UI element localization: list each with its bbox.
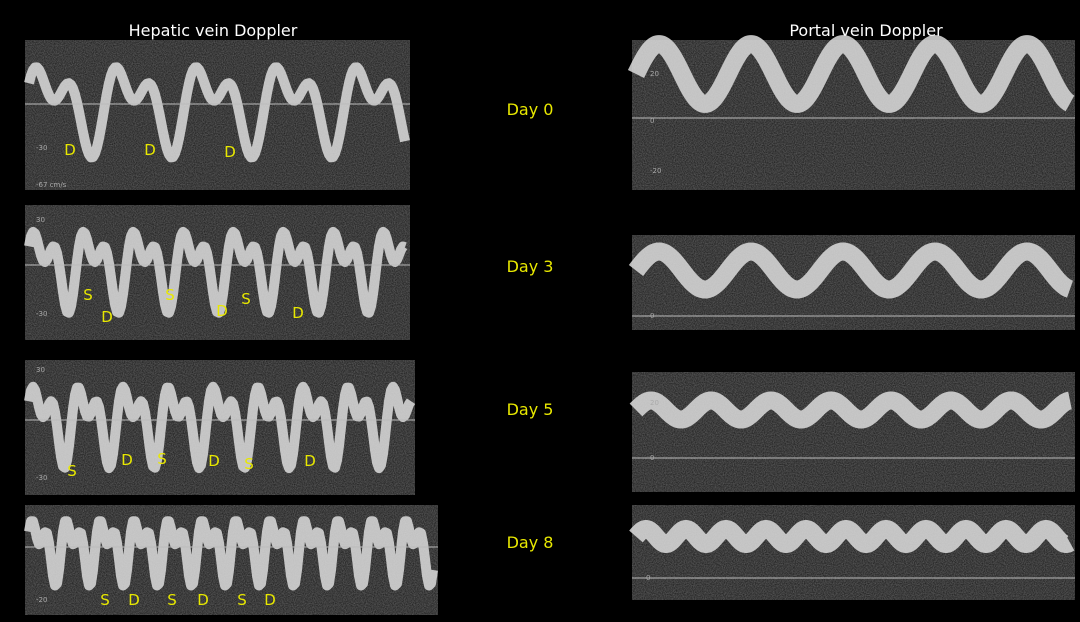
hepatic-panel-wave bbox=[24, 62, 410, 163]
wave-label: D bbox=[121, 451, 133, 469]
hepatic-panel-speckle bbox=[25, 360, 415, 495]
wave-label: D bbox=[128, 591, 140, 609]
wave-label: S bbox=[100, 591, 110, 609]
wave-label: S bbox=[165, 286, 175, 304]
portal-header: Portal vein Doppler bbox=[789, 21, 943, 40]
scale-label: -67 cm/s bbox=[36, 181, 67, 189]
wave-label: S bbox=[157, 450, 167, 468]
wave-label: S bbox=[241, 290, 251, 308]
wave-label: D bbox=[144, 141, 156, 159]
scale-label: 20 bbox=[650, 399, 659, 407]
hepatic-panel-wave bbox=[24, 516, 438, 591]
scale-label: -30 bbox=[36, 310, 47, 318]
scale-label: -20 bbox=[36, 596, 47, 604]
scale-label: 30 bbox=[36, 366, 45, 374]
scale-label: 30 bbox=[36, 216, 45, 224]
day-label: Day 8 bbox=[507, 533, 554, 552]
day-label: Day 5 bbox=[507, 400, 554, 419]
scale-label: -30 bbox=[36, 144, 47, 152]
hepatic-panel-speckle bbox=[25, 205, 410, 340]
scale-label: 0 bbox=[650, 312, 654, 320]
wave-label: D bbox=[64, 141, 76, 159]
portal-panel-speckle bbox=[632, 372, 1075, 492]
wave-label: D bbox=[292, 304, 304, 322]
wave-label: D bbox=[197, 591, 209, 609]
wave-label: D bbox=[216, 302, 228, 320]
hepatic-header: Hepatic vein Doppler bbox=[129, 21, 298, 40]
scale-label: -20 bbox=[650, 167, 661, 175]
wave-label: D bbox=[304, 452, 316, 470]
portal-panel-wave bbox=[628, 242, 1077, 299]
portal-panel-wave bbox=[629, 519, 1077, 554]
hepatic-panel-wave bbox=[24, 381, 416, 474]
portal-panel-speckle bbox=[632, 505, 1075, 600]
wave-label: S bbox=[67, 462, 77, 480]
day-label: Day 3 bbox=[507, 257, 554, 276]
portal-panel-wave bbox=[627, 35, 1077, 113]
wave-label: D bbox=[224, 143, 236, 161]
day-label: Day 0 bbox=[507, 100, 554, 119]
wave-label: D bbox=[101, 308, 113, 326]
scale-label: 0 bbox=[646, 574, 650, 582]
scale-label: 20 bbox=[650, 70, 659, 78]
wave-label: D bbox=[264, 591, 276, 609]
hepatic-panel-wave bbox=[24, 226, 408, 318]
wave-label: S bbox=[167, 591, 177, 609]
wave-label: S bbox=[244, 455, 254, 473]
wave-label: S bbox=[237, 591, 247, 609]
scale-label: -30 bbox=[36, 474, 47, 482]
portal-panel-wave bbox=[629, 391, 1077, 429]
scale-label: 0 bbox=[650, 117, 654, 125]
wave-label: S bbox=[83, 286, 93, 304]
scale-label: 0 bbox=[650, 454, 654, 462]
wave-label: D bbox=[208, 452, 220, 470]
